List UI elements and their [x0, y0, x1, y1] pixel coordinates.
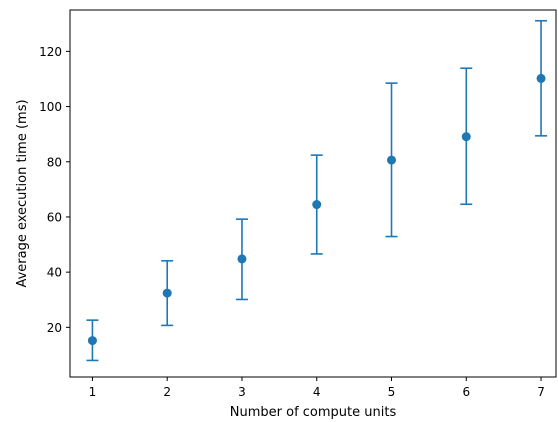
- x-tick-label: 6: [462, 385, 470, 399]
- data-point: [237, 254, 247, 264]
- x-tick-label: 5: [388, 385, 396, 399]
- y-tick-label: 100: [39, 100, 62, 114]
- plot-frame: [69, 9, 557, 378]
- y-tick-label: 120: [39, 45, 62, 59]
- y-axis-label: Average execution time (ms): [15, 99, 30, 287]
- data-point: [87, 336, 97, 346]
- data-point: [312, 200, 322, 210]
- x-tick-label: 2: [163, 385, 171, 399]
- x-tick-label: 1: [89, 385, 97, 399]
- x-tick-label: 4: [313, 385, 321, 399]
- x-axis-ticks: 1 2 3 4 5 6 7: [89, 377, 545, 399]
- y-tick-label: 20: [47, 321, 62, 335]
- y-tick-label: 40: [47, 266, 62, 280]
- data-points: [87, 73, 546, 346]
- data-point: [461, 132, 471, 142]
- data-point: [162, 288, 172, 298]
- x-tick-label: 7: [537, 385, 545, 399]
- x-tick-label: 3: [238, 385, 246, 399]
- y-tick-label: 80: [47, 155, 62, 169]
- data-point: [387, 155, 397, 165]
- error-bars: [86, 19, 548, 362]
- data-point: [536, 73, 546, 83]
- y-tick-label: 60: [47, 210, 62, 224]
- x-axis-label: Number of compute units: [230, 405, 397, 420]
- y-axis-ticks: 20 40 60 80 100 120: [39, 45, 70, 335]
